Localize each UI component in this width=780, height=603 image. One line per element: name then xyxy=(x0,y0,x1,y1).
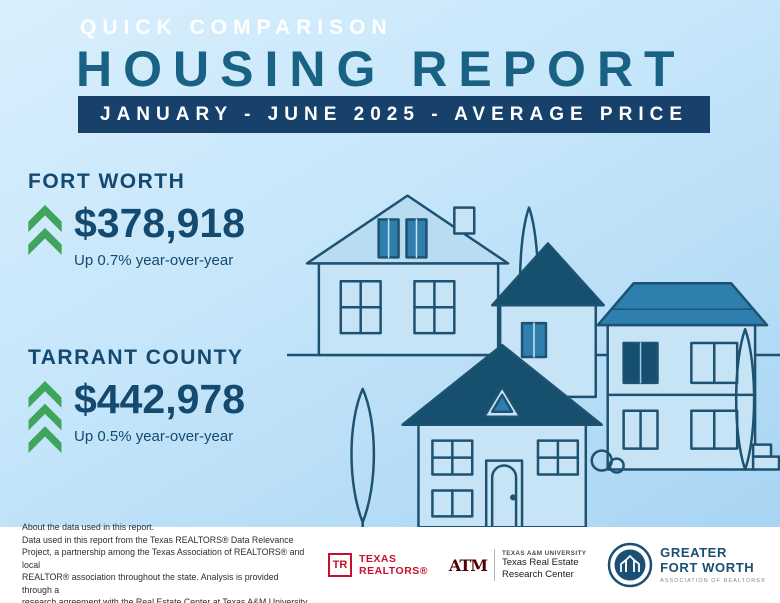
tamu-university-label: TEXAS A&M UNIVERSITY xyxy=(501,549,587,557)
up-arrow-icon xyxy=(28,381,62,453)
stat-price-tarrant-county: $442,978 xyxy=(74,376,246,422)
texas-realtors-line2: REALTORS® xyxy=(359,565,429,577)
gfw-line3: ASSOCIATION OF REALTORS® xyxy=(660,577,766,584)
texas-realtors-mark-icon: TR xyxy=(328,553,352,577)
texas-realtors-line1: TEXAS xyxy=(359,552,397,565)
subtitle-banner: JANUARY - JUNE 2025 - AVERAGE PRICE xyxy=(78,96,710,133)
houses-illustration xyxy=(287,194,780,528)
logo-divider xyxy=(493,549,495,581)
report-kicker: QUICK COMPARISON xyxy=(80,16,393,39)
footer-logos: TR TEXAS REALTORS® ATM TEXAS A&M UNIVERS… xyxy=(310,542,766,588)
data-disclaimer-text: About the data used in this report. Data… xyxy=(22,522,310,603)
gfw-line1: GREATER xyxy=(660,545,727,561)
report-title: HOUSING REPORT xyxy=(76,41,686,97)
gfw-seal-icon xyxy=(607,542,653,588)
footer: About the data used in this report. Data… xyxy=(0,522,780,603)
greater-fort-worth-logo: GREATER FORT WORTH ASSOCIATION OF REALTO… xyxy=(607,542,766,588)
up-arrow-icon xyxy=(28,205,62,255)
tamu-center-line1: Texas Real Estate xyxy=(501,557,579,569)
gfw-line2: FORT WORTH xyxy=(660,559,755,575)
texas-realtors-logo: TR TEXAS REALTORS® xyxy=(328,553,428,577)
stat-change-tarrant-county: Up 0.5% year-over-year xyxy=(74,428,234,445)
stat-price-fort-worth: $378,918 xyxy=(74,200,246,246)
fort-worth-stat-block: FORT WORTH $378,918 Up 0.7% year-over-ye… xyxy=(28,170,245,269)
stat-change-fort-worth: Up 0.7% year-over-year xyxy=(74,252,234,269)
tarrant-county-stat-block: TARRANT COUNTY $442,978 Up 0.5% year-ove… xyxy=(28,346,245,453)
tamu-center-line2: Research Center xyxy=(501,568,574,580)
tamu-research-center-logo: ATM TEXAS A&M UNIVERSITY Texas Real Esta… xyxy=(449,549,587,581)
stat-label-fort-worth: FORT WORTH xyxy=(28,170,186,193)
tamu-mark-icon: ATM xyxy=(448,555,488,575)
stat-label-tarrant-county: TARRANT COUNTY xyxy=(28,346,244,369)
